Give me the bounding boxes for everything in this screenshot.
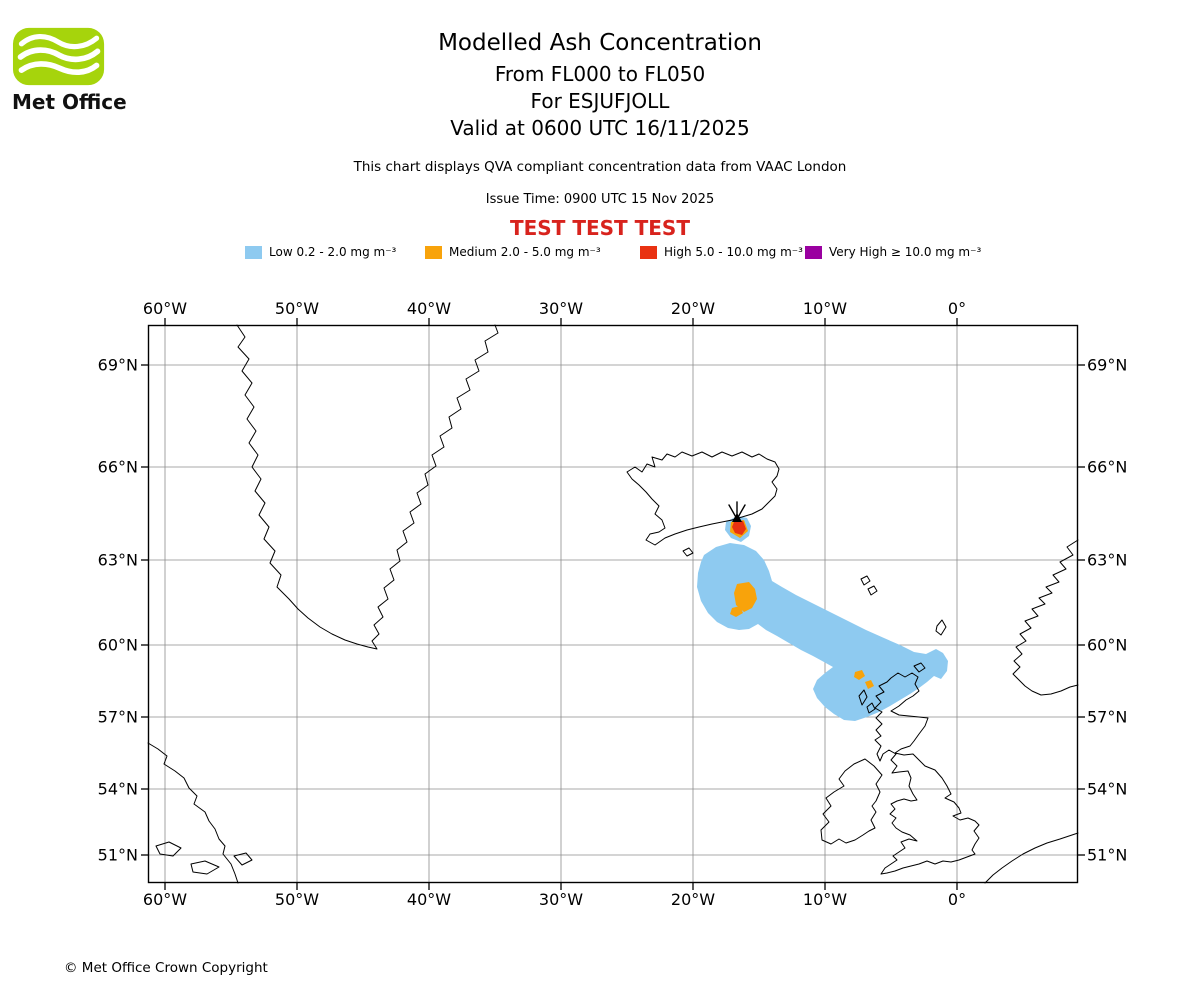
- coastline-greenland: [236, 324, 499, 650]
- lon-label-bottom: 60°W: [142, 890, 188, 909]
- lon-label-bottom: 10°W: [802, 890, 848, 909]
- lat-label-right: 54°N: [1087, 779, 1128, 799]
- page-title: Modelled Ash Concentration: [438, 30, 762, 56]
- legend-item-medium: Medium 2.0 - 5.0 mg m⁻³: [425, 244, 601, 260]
- lat-label-left: 66°N: [97, 457, 138, 477]
- lat-label-right: 63°N: [1087, 550, 1128, 570]
- lat-label-right: 69°N: [1087, 355, 1128, 375]
- ash-area-medium-mid-small: [730, 606, 743, 617]
- flight-level-line: From FL000 to FL050: [494, 62, 706, 86]
- axis-ticks: [141, 318, 1085, 890]
- lat-label-left: 54°N: [97, 779, 138, 799]
- lon-label-bottom: 50°W: [274, 890, 320, 909]
- lat-label-left: 51°N: [97, 845, 138, 865]
- coastlines: [147, 324, 1079, 884]
- legend-swatch-low: [245, 245, 262, 259]
- issue-time: Issue Time: 0900 UTC 15 Nov 2025: [485, 192, 715, 207]
- coastline-labrador-island-3: [233, 852, 253, 866]
- qva-note: This chart displays QVA compliant concen…: [353, 159, 847, 175]
- lon-label-top: 50°W: [274, 299, 320, 318]
- map-canvas: [141, 318, 1085, 890]
- legend-label-high: High 5.0 - 10.0 mg m⁻³: [664, 245, 803, 259]
- volcano-line: For ESJUFJOLL: [530, 89, 670, 113]
- lon-label-top: 10°W: [802, 299, 848, 318]
- coastline-faroe-1: [860, 575, 871, 586]
- legend-swatch-high: [640, 245, 657, 259]
- lat-label-right: 51°N: [1087, 845, 1128, 865]
- coastline-labrador: [147, 742, 239, 884]
- coastline-labrador-island-1: [155, 841, 182, 857]
- lat-label-left: 69°N: [97, 355, 138, 375]
- legend-item-high: High 5.0 - 10.0 mg m⁻³: [640, 244, 803, 260]
- ash-area-medium-scotland-1: [854, 670, 865, 680]
- lat-label-left: 63°N: [97, 550, 138, 570]
- coastline-continental-europe: [984, 832, 1079, 884]
- lon-label-top: 60°W: [142, 299, 188, 318]
- coastline-norway: [1012, 539, 1079, 696]
- logo-waves-icon: [17, 33, 101, 75]
- coastline-labrador-island-2: [190, 860, 220, 875]
- valid-time-line: Valid at 0600 UTC 16/11/2025: [450, 116, 750, 140]
- ash-area-medium-scotland-2: [865, 680, 874, 689]
- coastline-hebrides-1: [858, 689, 868, 706]
- legend-item-very-high: Very High ≥ 10.0 mg m⁻³: [805, 244, 981, 260]
- ash-area-low-main-plume: [697, 543, 948, 721]
- coastline-britain: [874, 672, 980, 875]
- coastline-shetland: [935, 619, 947, 636]
- legend-swatch-medium: [425, 245, 442, 259]
- coastline-hebrides-2: [866, 702, 876, 714]
- legend-label-very-high: Very High ≥ 10.0 mg m⁻³: [829, 245, 982, 259]
- lat-label-left: 60°N: [97, 635, 138, 655]
- legend-swatch-very-high: [805, 245, 822, 259]
- met-office-brand-name: Met Office: [12, 90, 127, 114]
- ash-area-medium-mid: [734, 582, 757, 612]
- lat-label-right: 57°N: [1087, 707, 1128, 727]
- lon-label-bottom: 20°W: [670, 890, 716, 909]
- ash-areas: [697, 516, 948, 721]
- map-border: [147, 324, 1079, 884]
- lat-label-left: 57°N: [97, 707, 138, 727]
- lon-label-top: 30°W: [538, 299, 584, 318]
- legend-label-low: Low 0.2 - 2.0 mg m⁻³: [269, 245, 397, 259]
- lon-label-bottom: 40°W: [406, 890, 452, 909]
- ash-area-high-source: [732, 521, 746, 535]
- lon-label-bottom: 0°: [947, 890, 967, 909]
- copyright-notice: © Met Office Crown Copyright: [64, 960, 268, 976]
- lon-label-bottom: 30°W: [538, 890, 584, 909]
- coastline-iceland: [626, 451, 780, 546]
- legend-item-low: Low 0.2 - 2.0 mg m⁻³: [245, 244, 396, 260]
- lon-label-top: 40°W: [406, 299, 452, 318]
- coastline-ireland: [820, 758, 883, 845]
- volcano-icon: [728, 501, 746, 522]
- met-office-logo: [12, 27, 105, 86]
- coastline-orkney: [913, 662, 926, 673]
- lat-label-right: 66°N: [1087, 457, 1128, 477]
- graticule-grid: [148, 325, 1078, 883]
- test-banner: TEST TEST TEST: [510, 216, 690, 240]
- lon-label-top: 0°: [947, 299, 967, 318]
- lon-label-top: 20°W: [670, 299, 716, 318]
- coastline-faroe-2: [867, 585, 878, 596]
- coastline-vestmannaeyjar-island: [682, 547, 694, 557]
- legend-label-medium: Medium 2.0 - 5.0 mg m⁻³: [449, 245, 601, 259]
- lat-label-right: 60°N: [1087, 635, 1128, 655]
